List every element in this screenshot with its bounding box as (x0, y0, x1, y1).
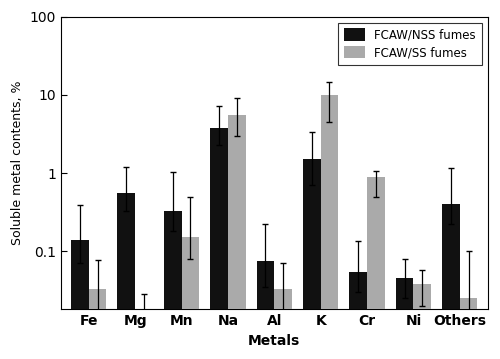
X-axis label: Metals: Metals (248, 334, 300, 348)
Legend: FCAW/NSS fumes, FCAW/SS fumes: FCAW/NSS fumes, FCAW/SS fumes (338, 23, 482, 65)
Bar (367, 177, 384, 359)
Bar (256, 261, 274, 359)
Bar (350, 271, 367, 359)
Bar (414, 284, 431, 359)
Bar (442, 204, 460, 359)
Bar (320, 95, 338, 359)
Bar (210, 128, 228, 359)
Bar (135, 309, 152, 359)
Bar (71, 240, 88, 359)
Y-axis label: Soluble metal contents, %: Soluble metal contents, % (11, 81, 24, 245)
Bar (396, 278, 413, 359)
Bar (164, 211, 182, 359)
Bar (460, 298, 477, 359)
Bar (88, 289, 106, 359)
Bar (118, 194, 135, 359)
Bar (274, 289, 292, 359)
Bar (303, 159, 320, 359)
Bar (228, 115, 246, 359)
Bar (182, 237, 199, 359)
